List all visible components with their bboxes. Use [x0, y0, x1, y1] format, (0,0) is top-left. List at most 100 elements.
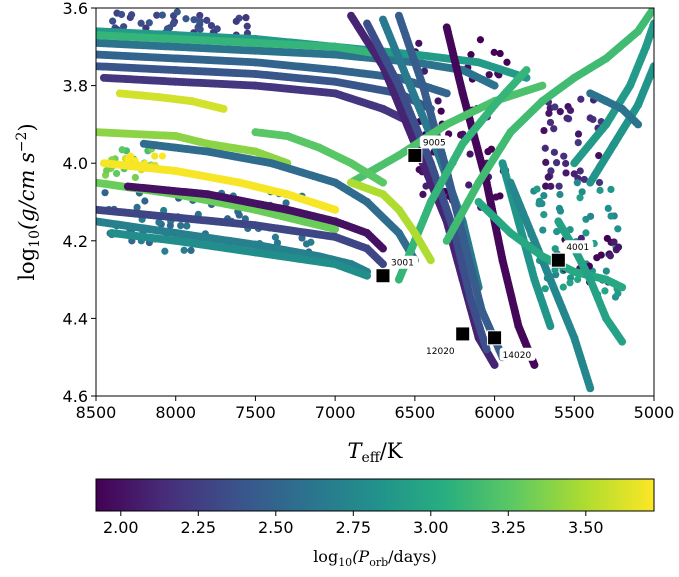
scatter-point [540, 211, 548, 219]
scatter-point [180, 246, 188, 254]
scatter-point [576, 167, 584, 175]
scatter-point [232, 17, 240, 25]
track-point [378, 178, 387, 187]
track-point [618, 283, 627, 292]
y-axis: 3.6 3.8 4.0 4.2 4.4 4.6 [63, 0, 96, 406]
scatter-point [124, 155, 132, 163]
scatter-point [145, 19, 153, 27]
scatter-point [103, 166, 111, 175]
scatter-point [133, 203, 141, 211]
scatter-point [503, 58, 511, 66]
scatter-point [243, 22, 251, 30]
scatter-point [542, 158, 550, 167]
scatter-point [242, 14, 250, 22]
scatter-point [128, 11, 136, 19]
colorbar-label: log10(Porb/days) [313, 547, 437, 569]
scatter-point [551, 266, 559, 274]
track-point [650, 8, 654, 12]
track [498, 159, 555, 331]
scatter-point [196, 17, 204, 25]
scatter-point [578, 188, 586, 196]
x-tick-label: 7000 [315, 403, 356, 422]
scatter-point [187, 246, 195, 255]
track-point [546, 322, 555, 331]
track [586, 62, 654, 187]
scatter-point [562, 159, 570, 168]
x-tick-label: 5500 [554, 403, 595, 422]
track-point [426, 256, 435, 265]
scatter-point [551, 103, 559, 111]
scatter-point [466, 150, 474, 158]
scatter-point [563, 114, 571, 122]
scatter-point [118, 146, 126, 154]
x-tick-label: 8500 [76, 403, 117, 422]
scatter-point [163, 25, 172, 33]
scatter-point [595, 151, 603, 160]
track [115, 89, 228, 113]
scatter-point [158, 11, 166, 19]
scatter-point [576, 194, 584, 202]
model-label: 12020 [426, 347, 455, 357]
track-point [442, 89, 451, 98]
scatter-point [492, 193, 500, 201]
scatter-point [593, 254, 601, 262]
track [586, 89, 643, 129]
scatter-point [542, 182, 550, 190]
y-tick-label: 4.2 [63, 232, 88, 251]
scatter-point [541, 285, 549, 293]
scatter-point [173, 8, 181, 16]
scatter-point [190, 16, 198, 24]
track-point [490, 81, 499, 90]
scatter-point [570, 170, 578, 178]
scatter-point [573, 179, 581, 187]
model-marker-3001: 3001 [375, 255, 418, 284]
scatter-point [547, 182, 555, 190]
track [251, 128, 387, 187]
scatter-point [544, 173, 552, 181]
scatter-point [614, 243, 623, 251]
model-square [487, 330, 503, 346]
track [96, 62, 435, 113]
x-tick-label: 8000 [155, 403, 196, 422]
colorbar-tick-label: 3.25 [490, 518, 526, 537]
scatter-point [614, 225, 622, 233]
scatter-point [203, 16, 211, 24]
track-point [522, 66, 531, 75]
track [96, 205, 387, 269]
scatter-point [574, 130, 583, 138]
scatter-point [603, 234, 611, 243]
track [123, 182, 387, 253]
scatter-point [207, 21, 216, 30]
scatter-point [271, 233, 280, 241]
track-point [650, 62, 654, 71]
scatter-point [120, 23, 128, 31]
track [347, 178, 435, 265]
scatter-point [580, 175, 588, 184]
scatter-point [141, 197, 149, 205]
x-tick-label: 6500 [394, 403, 435, 422]
scatter-point [604, 204, 612, 212]
colorbar-ticks: 2.00 2.25 2.50 2.75 3.00 3.25 3.50 [103, 511, 604, 537]
y-tick-label: 4.0 [63, 154, 88, 173]
scatter-point [574, 275, 582, 284]
track-point [650, 19, 654, 28]
scatter-point [183, 222, 191, 230]
scatter-point [539, 226, 547, 234]
scatter-point [434, 97, 442, 105]
track-point [482, 345, 491, 354]
y-tick-label: 3.8 [63, 77, 88, 96]
scatter-point [465, 181, 473, 189]
scatter-point [614, 289, 622, 298]
scatter-point [533, 185, 541, 193]
track-point [378, 244, 387, 253]
scatter-point [574, 138, 582, 147]
scatter-point [577, 95, 585, 103]
model-square [455, 326, 471, 342]
scatter-point [155, 218, 163, 226]
scatter-point [131, 173, 139, 182]
track [442, 8, 654, 245]
model-label-bg [499, 347, 536, 361]
scatter-point [577, 234, 585, 242]
scatter-point [196, 11, 204, 20]
scatter-point [282, 199, 290, 207]
